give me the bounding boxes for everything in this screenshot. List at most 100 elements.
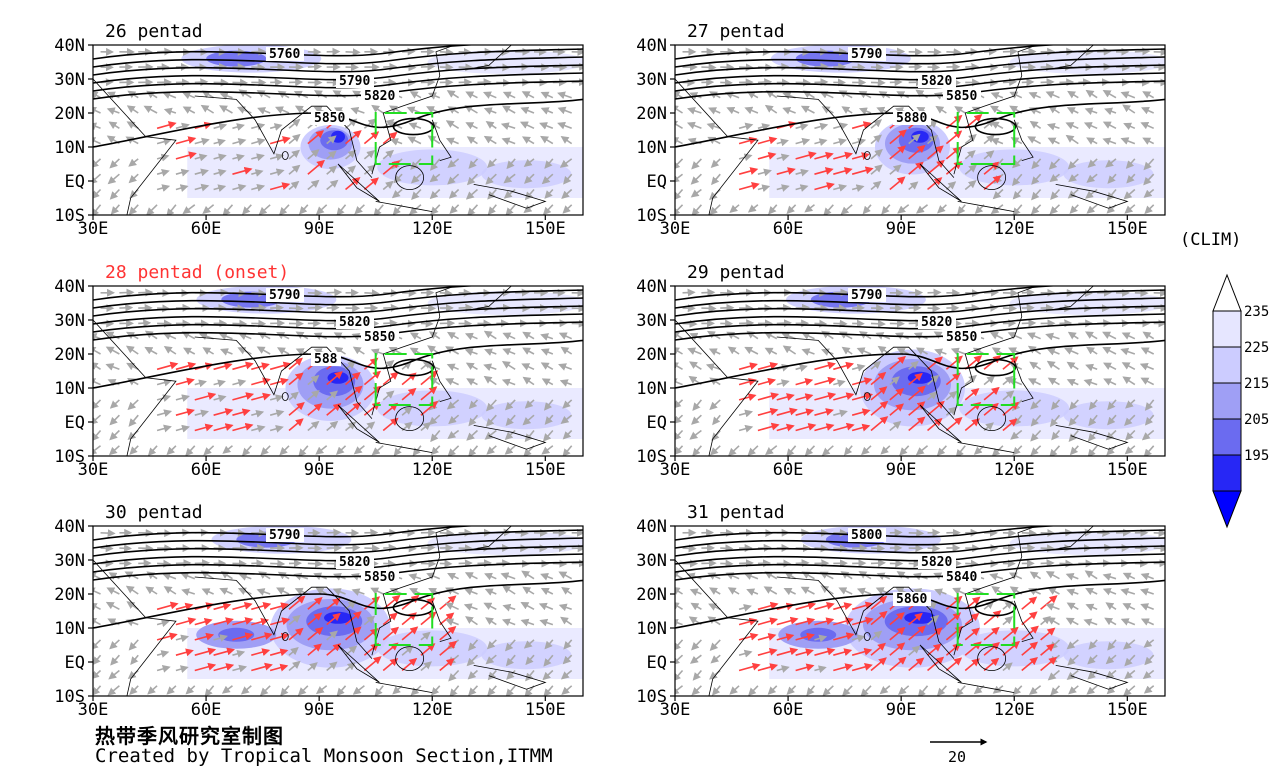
wind-arrow bbox=[469, 686, 477, 695]
wind-arrow bbox=[710, 108, 721, 113]
wind-arrow bbox=[280, 205, 289, 215]
wind-arrow bbox=[90, 446, 101, 454]
wind-arrow bbox=[803, 350, 815, 354]
panel-title: 28 pentad (onset) bbox=[105, 262, 289, 283]
wind-arrow bbox=[466, 350, 477, 354]
wind-arrow bbox=[992, 139, 1003, 143]
wind-arrow bbox=[688, 123, 701, 128]
wind-arrow bbox=[803, 333, 815, 338]
wind-arrow bbox=[485, 365, 497, 369]
wind-arrow bbox=[814, 67, 827, 68]
wind-arrow bbox=[871, 323, 884, 324]
wind-arrow bbox=[131, 446, 139, 454]
wind-arrow bbox=[90, 619, 101, 625]
strong-wind-arrow bbox=[1022, 597, 1036, 609]
wind-arrow bbox=[842, 572, 852, 579]
wind-arrow bbox=[176, 667, 187, 670]
wind-arrow bbox=[1048, 349, 1059, 354]
wind-arrow bbox=[1142, 574, 1154, 578]
wind-arrow bbox=[523, 571, 534, 578]
wind-arrow bbox=[486, 350, 497, 354]
wind-arrow bbox=[1144, 332, 1154, 338]
wind-arrow bbox=[503, 586, 515, 594]
contour-label: 5860 bbox=[896, 592, 927, 607]
wind-arrow bbox=[524, 348, 534, 354]
contour-label: 5790 bbox=[269, 528, 300, 543]
wind-arrow bbox=[111, 159, 120, 168]
wind-arrow bbox=[560, 365, 572, 370]
wind-arrow bbox=[258, 347, 270, 354]
wind-arrow bbox=[749, 446, 758, 455]
wind-arrow bbox=[1050, 446, 1059, 456]
wind-arrow bbox=[503, 139, 515, 144]
colorbar-level: 235 bbox=[1244, 304, 1269, 320]
wind-arrow bbox=[917, 90, 928, 97]
wind-arrow bbox=[1107, 603, 1116, 609]
wind-arrow bbox=[758, 125, 769, 128]
wind-arrow bbox=[692, 604, 702, 610]
panel-title: 29 pentad bbox=[687, 262, 785, 283]
wind-arrow bbox=[900, 446, 908, 455]
wind-arrow bbox=[164, 574, 176, 578]
wind-arrow bbox=[564, 205, 572, 213]
wind-arrow bbox=[131, 655, 138, 664]
wind-arrow bbox=[522, 108, 534, 113]
subtropical-high bbox=[975, 600, 1015, 616]
wind-arrow bbox=[671, 106, 682, 113]
wind-arrow bbox=[1126, 446, 1135, 454]
wind-arrow bbox=[432, 446, 440, 454]
colorbar-cap-top bbox=[1213, 275, 1241, 311]
wind-arrow bbox=[90, 335, 101, 339]
wind-arrow bbox=[833, 548, 846, 549]
wind-arrow bbox=[259, 572, 270, 579]
wind-arrow bbox=[524, 333, 534, 339]
wind-arrow bbox=[1067, 136, 1078, 144]
wind-arrow bbox=[182, 574, 195, 579]
wind-arrow bbox=[91, 92, 101, 97]
lon-label: 90E bbox=[304, 460, 335, 480]
wind-arrow bbox=[692, 640, 701, 649]
strong-wind-arrow bbox=[176, 138, 195, 143]
wind-arrow bbox=[220, 334, 232, 339]
strong-wind-arrow bbox=[157, 364, 177, 369]
wind-arrow bbox=[299, 686, 308, 695]
lat-label: 30N bbox=[636, 551, 667, 571]
lon-label: 150E bbox=[525, 219, 566, 239]
wind-arrow bbox=[814, 323, 825, 324]
lat-label: 10N bbox=[54, 619, 85, 639]
lon-label: 150E bbox=[1107, 219, 1148, 239]
wind-arrow bbox=[749, 205, 758, 212]
wind-arrow bbox=[542, 363, 553, 369]
contour-label: 588 bbox=[314, 352, 338, 367]
wind-arrow bbox=[109, 174, 120, 183]
wind-arrow bbox=[468, 205, 477, 215]
wind-arrow bbox=[1105, 379, 1116, 384]
colorbar-level: 205 bbox=[1244, 412, 1269, 428]
wind-arrow bbox=[673, 159, 683, 169]
strong-wind-arrow bbox=[833, 364, 852, 369]
wind-arrow bbox=[164, 334, 176, 339]
wind-arrow bbox=[1086, 109, 1097, 113]
wind-arrow bbox=[542, 93, 553, 98]
wind-arrow bbox=[1104, 589, 1116, 594]
wind-arrow bbox=[167, 205, 176, 216]
wind-arrow bbox=[101, 533, 115, 534]
wind-arrow bbox=[882, 205, 890, 214]
wind-arrow bbox=[1104, 91, 1116, 98]
wind-arrow bbox=[374, 205, 383, 216]
strong-wind-arrow bbox=[157, 123, 175, 128]
wind-arrow bbox=[958, 205, 965, 214]
wind-arrow bbox=[447, 620, 459, 625]
lon-label: 150E bbox=[525, 460, 566, 480]
wind-arrow bbox=[485, 377, 496, 385]
wind-arrow bbox=[204, 446, 213, 455]
wind-arrow bbox=[729, 347, 739, 354]
strong-wind-arrow bbox=[758, 380, 775, 385]
wind-arrow bbox=[157, 667, 169, 670]
wind-arrow bbox=[164, 93, 176, 98]
wind-arrow bbox=[672, 138, 683, 144]
wind-arrow bbox=[109, 686, 120, 695]
wind-arrow bbox=[204, 205, 214, 213]
coast-africa bbox=[93, 320, 176, 456]
wind-arrow bbox=[692, 159, 701, 168]
